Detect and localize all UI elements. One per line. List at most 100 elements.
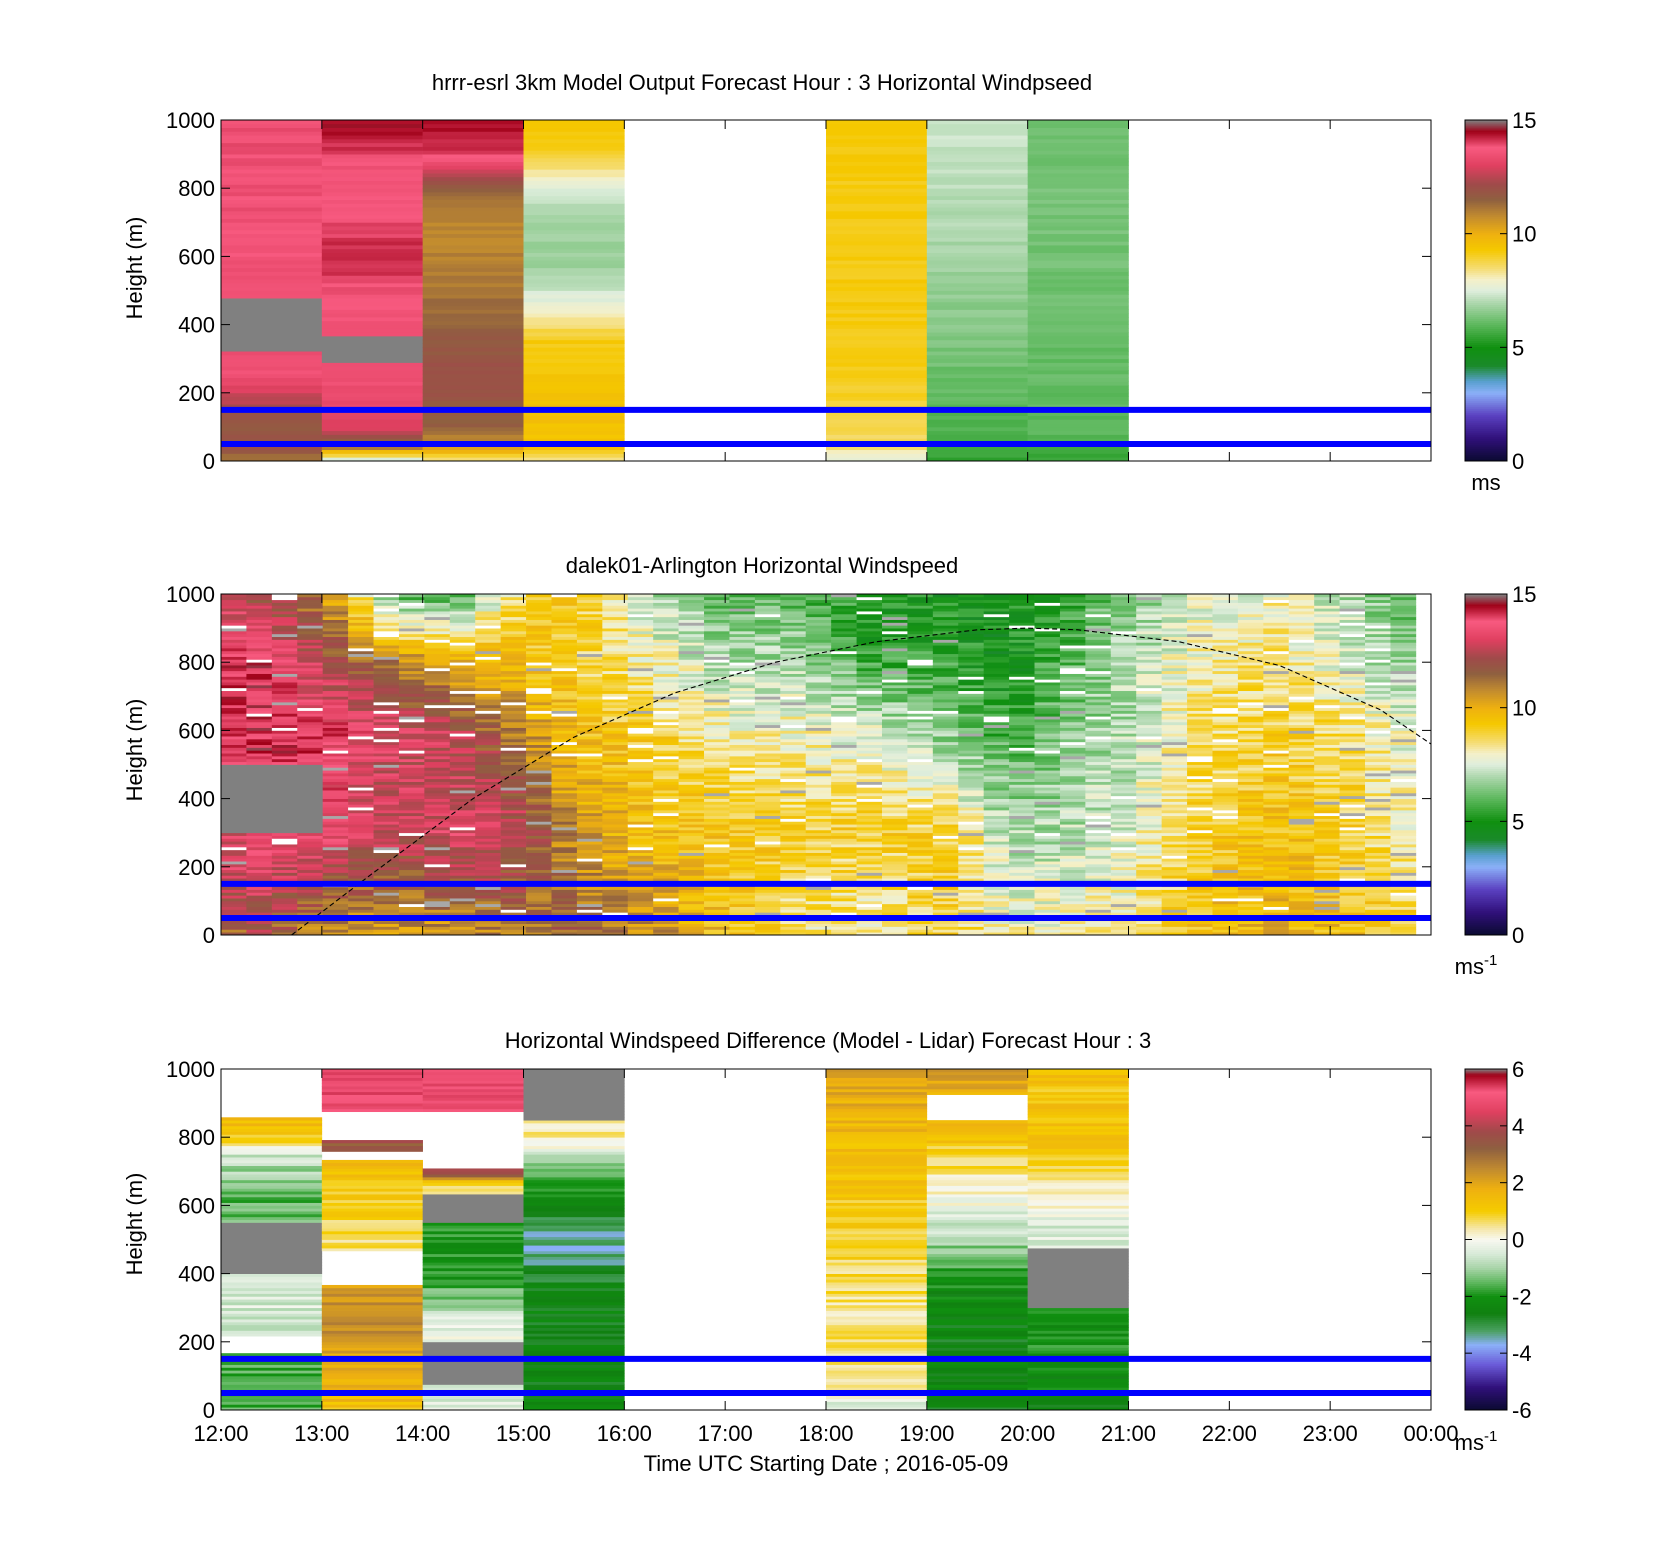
heatmap-cell — [856, 923, 883, 927]
heatmap-cell — [881, 753, 908, 757]
heatmap-cell — [1059, 727, 1086, 731]
heatmap-cell — [729, 608, 756, 612]
colorbar-step — [1465, 124, 1507, 127]
heatmap-cell — [627, 920, 654, 925]
heatmap-cell — [1059, 676, 1086, 680]
heatmap-cell — [653, 778, 679, 782]
heatmap-cell — [780, 912, 807, 916]
heatmap-cell — [500, 778, 527, 782]
heatmap-cell — [678, 721, 705, 726]
heatmap-cell — [881, 832, 908, 836]
heatmap-cell — [424, 670, 451, 674]
heatmap-cell — [1009, 889, 1035, 893]
colorbar-step — [1465, 282, 1507, 285]
heatmap-cell — [1034, 630, 1061, 635]
heatmap-cell — [422, 127, 524, 132]
heatmap-cell — [704, 838, 730, 842]
heatmap-cell — [1027, 301, 1129, 307]
colorbar-step — [1465, 248, 1507, 251]
heatmap-cell — [475, 662, 501, 666]
heatmap-cell — [881, 895, 908, 899]
heatmap-cell — [551, 653, 578, 657]
heatmap-cell — [221, 929, 247, 933]
heatmap-cell — [1085, 872, 1112, 876]
heatmap-cell — [271, 838, 298, 842]
heatmap-cell — [523, 309, 625, 314]
heatmap-cell — [526, 639, 552, 643]
heatmap-cell — [422, 396, 524, 401]
heatmap-cell — [907, 807, 934, 811]
heatmap-cell — [373, 906, 400, 910]
heatmap-cell — [754, 630, 781, 635]
heatmap-cell — [983, 801, 1010, 805]
heatmap-cell — [551, 628, 578, 632]
heatmap-cell — [958, 872, 984, 876]
heatmap-cell — [475, 792, 501, 797]
heatmap-cell — [826, 354, 928, 360]
heatmap-cell — [1059, 716, 1086, 720]
heatmap-cell — [576, 628, 603, 632]
heatmap-cell — [678, 724, 705, 728]
heatmap-cell — [881, 693, 908, 697]
heatmap-cell — [321, 252, 423, 257]
heatmap-cell — [704, 630, 730, 635]
heatmap-cell — [271, 892, 298, 896]
heatmap-cell — [449, 662, 476, 666]
heatmap-cell — [805, 835, 832, 839]
heatmap-cell — [926, 226, 1028, 231]
heatmap-cell — [729, 761, 756, 765]
heatmap-cell — [704, 653, 730, 657]
heatmap-cell — [826, 298, 928, 303]
heatmap-cell — [475, 809, 501, 814]
heatmap-cell — [424, 707, 451, 711]
heatmap-cell — [983, 730, 1010, 734]
heatmap-cell — [449, 619, 476, 623]
heatmap-cell — [907, 784, 934, 788]
colorbar-step — [1465, 220, 1507, 223]
heatmap-cell — [321, 373, 423, 379]
heatmap-cell — [932, 670, 959, 674]
heatmap-cell — [322, 744, 349, 748]
heatmap-cell — [526, 650, 552, 655]
heatmap-cell — [551, 878, 578, 882]
heatmap-cell — [246, 659, 273, 663]
colorbar-step — [1465, 450, 1507, 454]
heatmap-cell — [475, 684, 501, 689]
heatmap-cell — [526, 713, 552, 717]
heatmap-cell — [780, 755, 807, 760]
heatmap-cell — [322, 773, 349, 777]
heatmap-cell — [523, 142, 625, 147]
heatmap-cell — [321, 354, 423, 360]
heatmap-cell — [1059, 869, 1086, 873]
heatmap-cell — [424, 898, 451, 902]
heatmap-cell — [1009, 665, 1035, 669]
heatmap-cell — [1059, 636, 1086, 640]
heatmap-cell — [1009, 875, 1035, 879]
y-tick-label: 800 — [178, 176, 215, 201]
heatmap-cell — [729, 849, 756, 853]
heatmap-cell — [881, 852, 908, 856]
heatmap-cell — [424, 903, 451, 907]
heatmap-cell — [221, 886, 247, 890]
heatmap-cell — [1027, 400, 1129, 405]
heatmap-cell — [826, 207, 928, 212]
colorbar-step — [1465, 150, 1507, 153]
heatmap-cell — [704, 699, 730, 703]
heatmap-cell — [932, 724, 959, 728]
heatmap-cell — [983, 844, 1010, 848]
heatmap-cell — [831, 730, 857, 734]
heatmap-cell — [1034, 872, 1061, 876]
heatmap-cell — [424, 792, 451, 797]
heatmap-cell — [653, 818, 679, 822]
heatmap-cell — [602, 775, 629, 780]
heatmap-cell — [1009, 724, 1035, 728]
heatmap-cell — [500, 764, 527, 768]
heatmap-cell — [322, 616, 349, 620]
heatmap-cell — [221, 778, 247, 782]
heatmap-cell — [627, 662, 654, 666]
heatmap-cell — [271, 619, 298, 623]
heatmap-cell — [754, 844, 781, 848]
heatmap-cell — [1059, 605, 1086, 609]
heatmap-cell — [551, 852, 578, 856]
heatmap-cell — [475, 608, 501, 612]
